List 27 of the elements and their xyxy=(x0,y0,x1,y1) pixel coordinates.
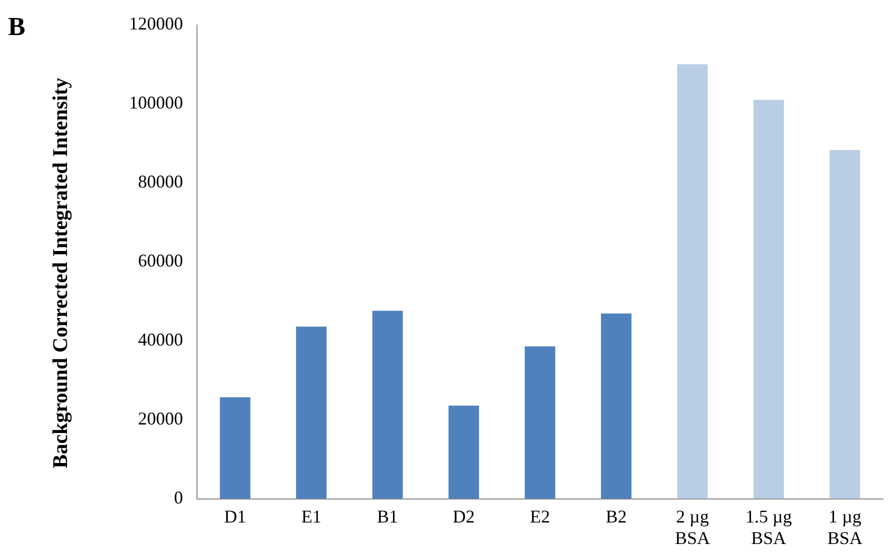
x-tick-label: 1 µg BSA xyxy=(827,506,862,548)
x-tick-label: B2 xyxy=(606,506,627,526)
x-tick-label: B1 xyxy=(377,506,398,526)
bar xyxy=(830,150,860,499)
bar xyxy=(600,314,632,499)
y-tick-label: 120000 xyxy=(129,14,183,34)
bar xyxy=(296,326,327,499)
x-tick-label: E1 xyxy=(301,506,322,526)
bar xyxy=(677,64,708,499)
bar xyxy=(372,310,403,499)
bar xyxy=(753,100,784,499)
y-tick-label: 20000 xyxy=(138,408,183,429)
y-tick-label: 100000 xyxy=(129,92,183,113)
x-tick-label: E2 xyxy=(530,506,550,526)
x-tick-label: D1 xyxy=(224,506,246,526)
text: B xyxy=(8,12,26,42)
y-tick-label: 0 xyxy=(174,488,183,508)
y-tick-label: 80000 xyxy=(138,172,183,192)
y-tick-label: 60000 xyxy=(138,250,183,271)
x-tick-label: D2 xyxy=(452,506,475,526)
bar xyxy=(448,406,480,499)
y-axis-title: Background Corrected Integrated Intensity xyxy=(47,76,73,470)
bar xyxy=(220,397,250,499)
x-tick-label: 2 µg BSA xyxy=(674,506,710,548)
y-tick-label: 40000 xyxy=(138,330,183,350)
bar xyxy=(524,346,556,499)
x-tick-label: 1.5 µg BSA xyxy=(745,506,792,548)
